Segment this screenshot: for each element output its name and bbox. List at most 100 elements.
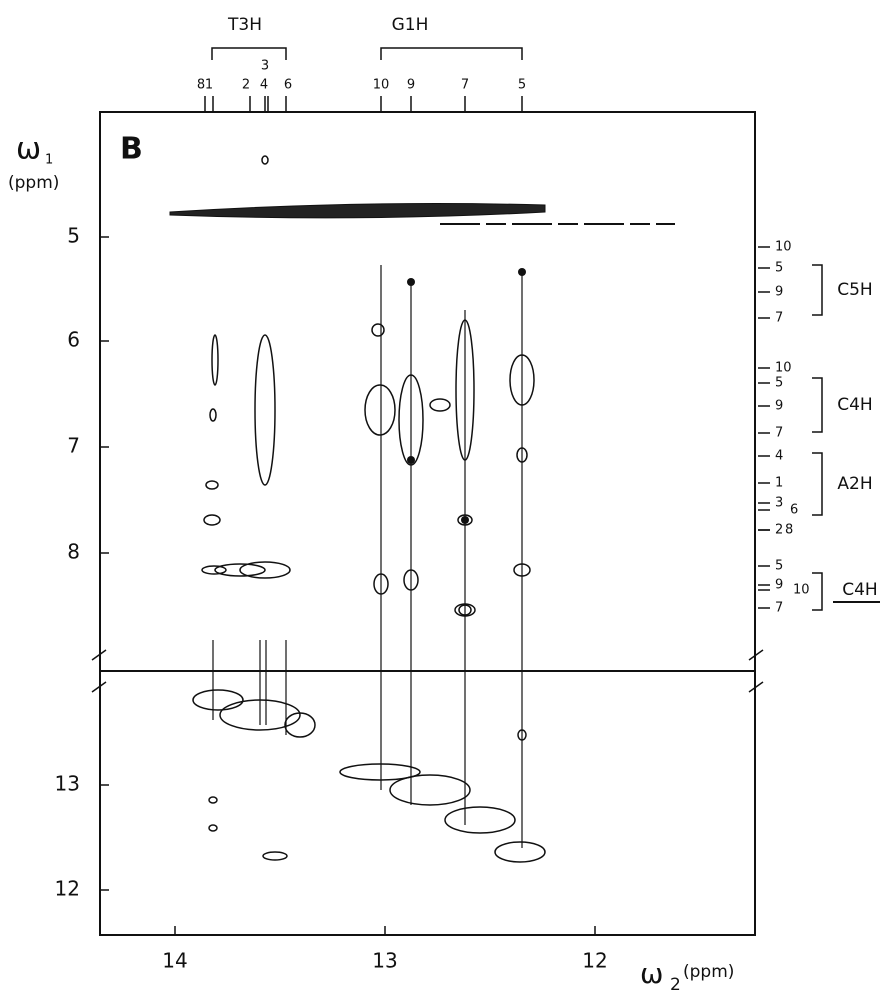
break-mark <box>748 649 764 661</box>
contour-peak <box>407 278 415 286</box>
peak-label: 10 <box>775 240 792 255</box>
spectrum <box>169 155 675 863</box>
peak-label: 5 <box>775 376 783 391</box>
contour-peak <box>201 565 227 575</box>
peak-label: 7 <box>775 426 783 441</box>
peak-label: 9 <box>775 578 783 593</box>
bracket <box>812 572 823 611</box>
bracket <box>812 452 823 516</box>
group-label: C4H <box>842 580 877 600</box>
contour-peak <box>457 514 473 526</box>
bracket <box>812 264 823 316</box>
contour-peak <box>398 374 424 466</box>
bracket <box>812 377 823 433</box>
peak-label: 3 <box>775 496 783 511</box>
contour-peak <box>513 563 531 577</box>
peak-label: 3 <box>261 59 269 74</box>
contour-peak <box>458 604 472 616</box>
peak-label: 10 <box>793 583 810 598</box>
contour-peak <box>239 561 291 579</box>
peak-label: 7 <box>461 78 469 93</box>
contour-peak <box>494 841 546 863</box>
plot-frame <box>99 111 756 936</box>
y-tick-label: 8 <box>67 540 80 564</box>
contour-peak <box>205 480 219 490</box>
peak-label: 4 <box>260 78 268 93</box>
y-axis-subscript: 1 <box>45 153 53 168</box>
peak-label: 2 <box>775 523 783 538</box>
contour-peak <box>509 354 535 406</box>
break-mark <box>91 649 107 661</box>
peak-label: 6 <box>284 78 292 93</box>
peak-label: 1 <box>205 78 213 93</box>
contour-peak <box>284 712 316 738</box>
x-tick-label: 12 <box>582 949 607 973</box>
y-axis-unit: (ppm) <box>8 173 59 193</box>
peak-label: 9 <box>775 399 783 414</box>
contour-peak <box>371 323 385 337</box>
contour-peak <box>403 569 419 591</box>
peak-label: 4 <box>775 449 783 464</box>
contour-peak <box>518 268 526 276</box>
contour-peak <box>517 729 527 741</box>
contour-peak <box>209 408 217 422</box>
contour-peak <box>429 398 451 412</box>
contour-peak <box>219 699 301 731</box>
contour-peak <box>203 514 221 526</box>
group-label: T3H <box>227 15 262 35</box>
x-axis-unit: (ppm) <box>683 962 734 982</box>
panel-label: B <box>120 132 143 167</box>
contour-peak <box>339 763 421 781</box>
peak-label: 8 <box>197 78 205 93</box>
peak-label: 10 <box>373 78 390 93</box>
peak-label: 8 <box>785 523 793 538</box>
contour-peak <box>516 447 528 463</box>
contour-peak <box>373 573 389 595</box>
peak-label: 10 <box>775 361 792 376</box>
peak-label: 5 <box>775 559 783 574</box>
peak-label: 7 <box>775 311 783 326</box>
contour-peak <box>211 334 219 386</box>
contour-peak <box>454 603 476 617</box>
contour-peak <box>461 516 469 524</box>
group-label: C4H <box>837 395 872 415</box>
contour-peak <box>455 319 475 461</box>
x-tick-label: 13 <box>372 949 397 973</box>
diagonal-ridge <box>169 203 546 219</box>
bracket <box>380 47 523 60</box>
break-mark <box>748 681 764 693</box>
contour-peak <box>262 851 288 861</box>
peak-label: 5 <box>518 78 526 93</box>
group-label: G1H <box>392 15 429 35</box>
y-axis-symbol: ω <box>16 132 41 167</box>
x-axis-subscript: 2 <box>670 975 681 994</box>
contour-peak <box>407 456 415 464</box>
y-tick-label: 5 <box>67 224 80 248</box>
contour-peak <box>208 796 218 804</box>
x-tick-label: 14 <box>162 949 187 973</box>
peak-label: 9 <box>407 78 415 93</box>
y-tick-label: 7 <box>67 434 80 458</box>
bracket <box>211 47 287 60</box>
peak-label: 6 <box>790 503 798 518</box>
contour-peak <box>261 155 269 165</box>
contour-peak <box>364 384 396 436</box>
contour-peak <box>208 824 218 832</box>
peak-label: 1 <box>775 476 783 491</box>
y-tick-label: 13 <box>55 772 80 796</box>
contour-peak <box>389 774 471 806</box>
contour-peak <box>254 334 276 486</box>
peak-label: 5 <box>775 261 783 276</box>
contour-peak <box>214 563 266 577</box>
group-label: A2H <box>837 474 872 494</box>
group-label: C5H <box>837 280 872 300</box>
peak-label: 7 <box>775 601 783 616</box>
contour-peak <box>192 689 244 711</box>
peak-label: 2 <box>242 78 250 93</box>
contour-peak <box>444 806 516 834</box>
x-axis-symbol: ω <box>640 957 663 990</box>
peak-label: 9 <box>775 285 783 300</box>
y-tick-label: 6 <box>67 328 80 352</box>
break-mark <box>91 681 107 693</box>
